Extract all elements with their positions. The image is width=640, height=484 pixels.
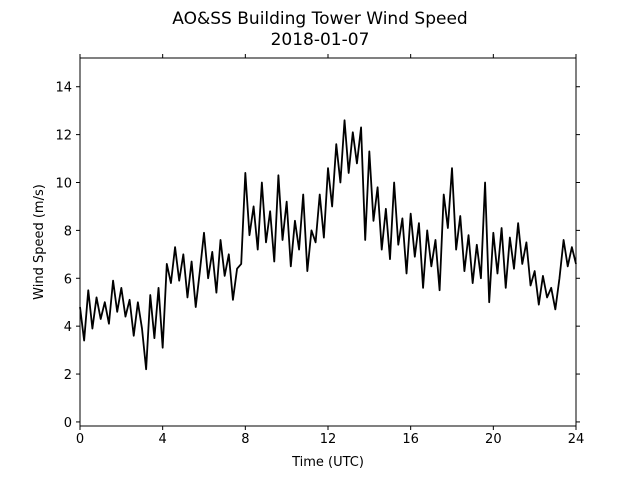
y-tick-label: 2: [64, 368, 72, 383]
x-tick-label: 20: [485, 432, 502, 447]
x-tick-label: 24: [568, 432, 585, 447]
x-tick-label: 4: [159, 432, 167, 447]
plot-frame: [79, 57, 577, 427]
x-tick-label: 0: [76, 432, 84, 447]
y-tick-label: 14: [55, 81, 72, 96]
y-tick-label: 0: [64, 416, 72, 431]
y-tick-label: 10: [55, 177, 72, 192]
x-tick-label: 8: [241, 432, 249, 447]
chart-title: AO&SS Building Tower Wind Speed: [172, 9, 467, 29]
y-tick-label: 4: [64, 320, 72, 335]
y-axis-label: Wind Speed (m/s): [32, 184, 47, 300]
x-tick-label: 16: [402, 432, 419, 447]
data-line: [79, 119, 577, 371]
y-tick-label: 8: [64, 224, 72, 239]
chart-subtitle: 2018-01-07: [271, 30, 370, 50]
x-tick-label: 12: [320, 432, 337, 447]
x-axis-label: Time (UTC): [291, 455, 364, 470]
y-tick-label: 12: [55, 129, 72, 144]
y-tick-label: 6: [64, 272, 72, 287]
